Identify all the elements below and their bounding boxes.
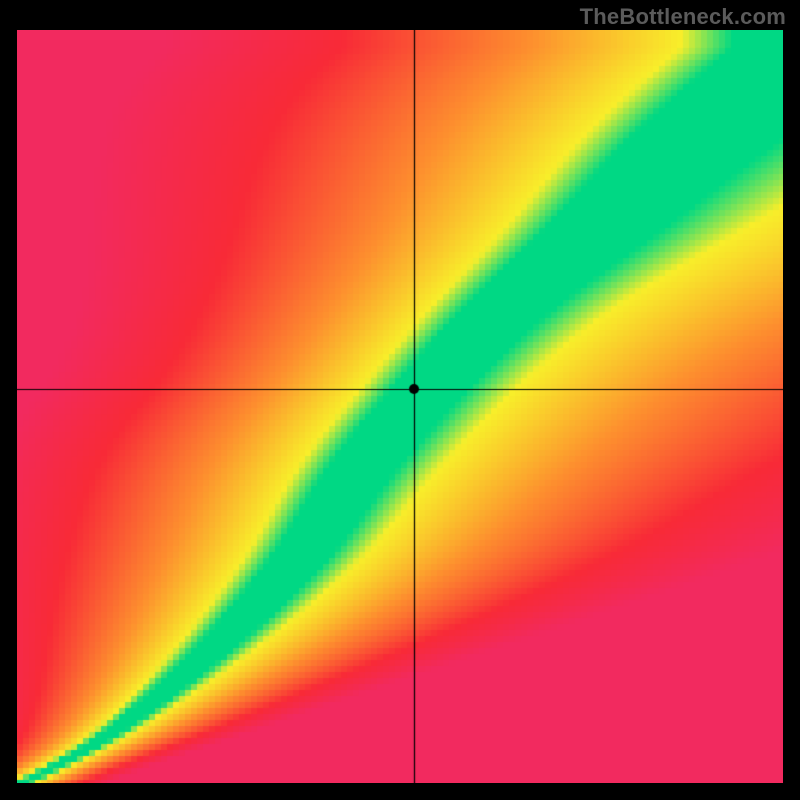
watermark-text: TheBottleneck.com [580,4,786,30]
bottleneck-heatmap [17,30,783,783]
heatmap-canvas [17,30,783,783]
chart-container: TheBottleneck.com [0,0,800,800]
